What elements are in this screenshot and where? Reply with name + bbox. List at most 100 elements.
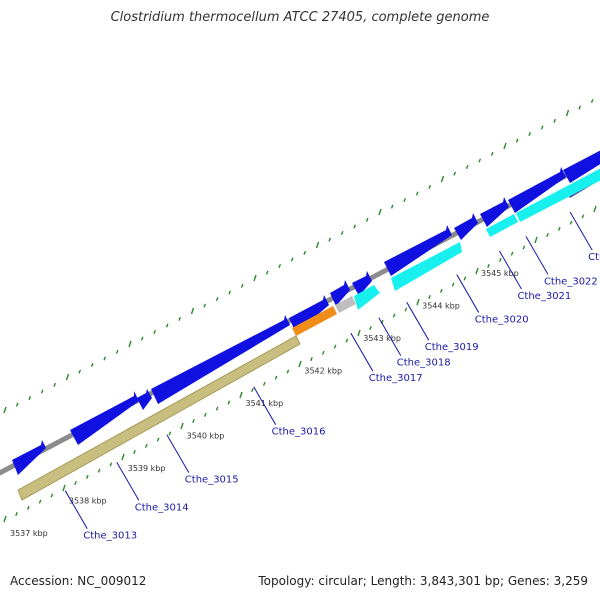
ruler-tick [487,264,490,269]
ruler-tick [251,388,254,393]
ruler-tick [153,330,157,335]
ruler-tick [65,373,70,381]
ruler-tick [178,316,182,321]
cds-feature-orange[interactable] [292,306,337,336]
ruler-tick [475,267,479,275]
ruler-tick [156,437,160,442]
gene-leader-line [253,386,277,425]
ruler-tick [215,297,219,302]
cds-feature-reverse[interactable] [354,285,381,310]
gene-label[interactable]: Cthe_3016 [272,427,326,438]
ruler-tick [115,349,119,354]
topology-text: Topology: circular; Length: 3,843,301 bp… [258,574,588,588]
gene-leader-line [378,317,402,356]
ruler-tick [540,125,544,130]
ruler-tick [522,245,526,250]
gene-label[interactable]: Cthe_3021 [517,291,571,302]
gene-leader-line [499,250,522,290]
gene-label[interactable]: Cthe_3013 [83,531,137,542]
ruler-tick [239,391,243,399]
gene-leader-line [166,434,190,473]
ruler-tick [265,270,269,275]
ruler-tick [465,165,469,170]
cds-feature[interactable] [563,148,600,183]
cds-feature[interactable] [480,197,509,227]
ruler-tick [345,338,349,343]
cds-feature-reverse[interactable] [486,214,518,237]
ruler-tick [215,406,219,411]
cds-track [12,148,600,475]
cds-feature-reverse[interactable] [391,242,462,291]
ruler-tick [515,138,519,143]
ruler-tick [203,412,207,417]
gene-label[interactable]: Cthe_3019 [425,342,479,353]
ruler-tick [440,175,445,183]
ruler-tick [390,204,394,209]
ruler-tick [50,493,54,498]
ruler-tick [546,233,549,238]
gene-leader-line [525,236,549,275]
ruler-tick [357,329,361,337]
cds-feature-gray[interactable] [335,296,356,313]
ruler-tick [378,208,382,216]
ruler-tick [298,360,302,368]
ruler-tick [415,191,419,196]
ruler-tick [274,375,278,380]
ruler-tick [3,406,7,414]
ruler-tick [228,290,232,295]
ruler-tick [253,274,257,282]
ruler-tick [498,257,502,262]
gene-label[interactable]: Cthe_3014 [135,502,189,513]
gene-label[interactable]: Cthe_3023 [588,252,600,263]
ruler-tick [528,132,532,137]
ruler-tick [140,336,144,341]
gene-leader-line [64,490,88,529]
orthology-block [17,335,301,501]
cds-feature[interactable] [289,295,329,333]
cds-feature[interactable] [384,225,452,276]
ruler-tick [463,276,467,281]
ruler-tick [404,307,408,312]
ruler-tick [439,288,443,293]
ruler-tick [553,118,557,123]
kbp-label: 3539 kbp [128,464,166,473]
gene-label[interactable]: Cthe_3018 [397,358,451,369]
ruler-tick [340,231,344,236]
ruler-tick [416,298,420,306]
ruler-tick [15,512,18,517]
ruler-tick [569,220,573,225]
ruler-tick [593,205,597,213]
ruler-tick [428,295,431,300]
gene-label[interactable]: Cthe_3015 [185,475,239,486]
cds-feature[interactable] [12,440,46,475]
ruler-tick [121,453,125,461]
ruler-tick [451,282,455,287]
cds-feature[interactable] [70,391,139,445]
kbp-label: 3538 kbp [69,497,107,506]
ruler-tick [97,468,101,473]
orthology-track [17,335,301,501]
ruler-tick [227,400,231,405]
gene-label[interactable]: Cthe_3017 [369,373,423,384]
accession-text: Accession: NC_009012 [10,574,147,588]
kbp-labels: 3537 kbp 3538 kbp 3539 kbp 3540 kbp 3541 kbp… [10,269,519,538]
ruler-tick [240,283,244,288]
cds-feature[interactable] [508,167,566,213]
cds-feature[interactable] [454,213,478,240]
ruler-tick [103,356,107,361]
ruler-tick [262,381,266,386]
ruler-tick [565,109,570,117]
cds-feature[interactable] [352,271,372,296]
ruler-tick [109,462,113,467]
ruler-tick [26,505,30,510]
ruler-tick [3,515,7,523]
gene-label[interactable]: Cthe_3020 [475,315,529,326]
gene-label[interactable]: Cthe_3022 [544,276,598,287]
cds-feature[interactable] [137,389,152,410]
cds-feature-reverse[interactable] [516,166,600,222]
ruler-tick [453,171,457,176]
cds-feature[interactable] [330,280,350,306]
kbp-label: 3541 kbp [246,399,284,408]
cds-feature[interactable] [151,315,290,404]
